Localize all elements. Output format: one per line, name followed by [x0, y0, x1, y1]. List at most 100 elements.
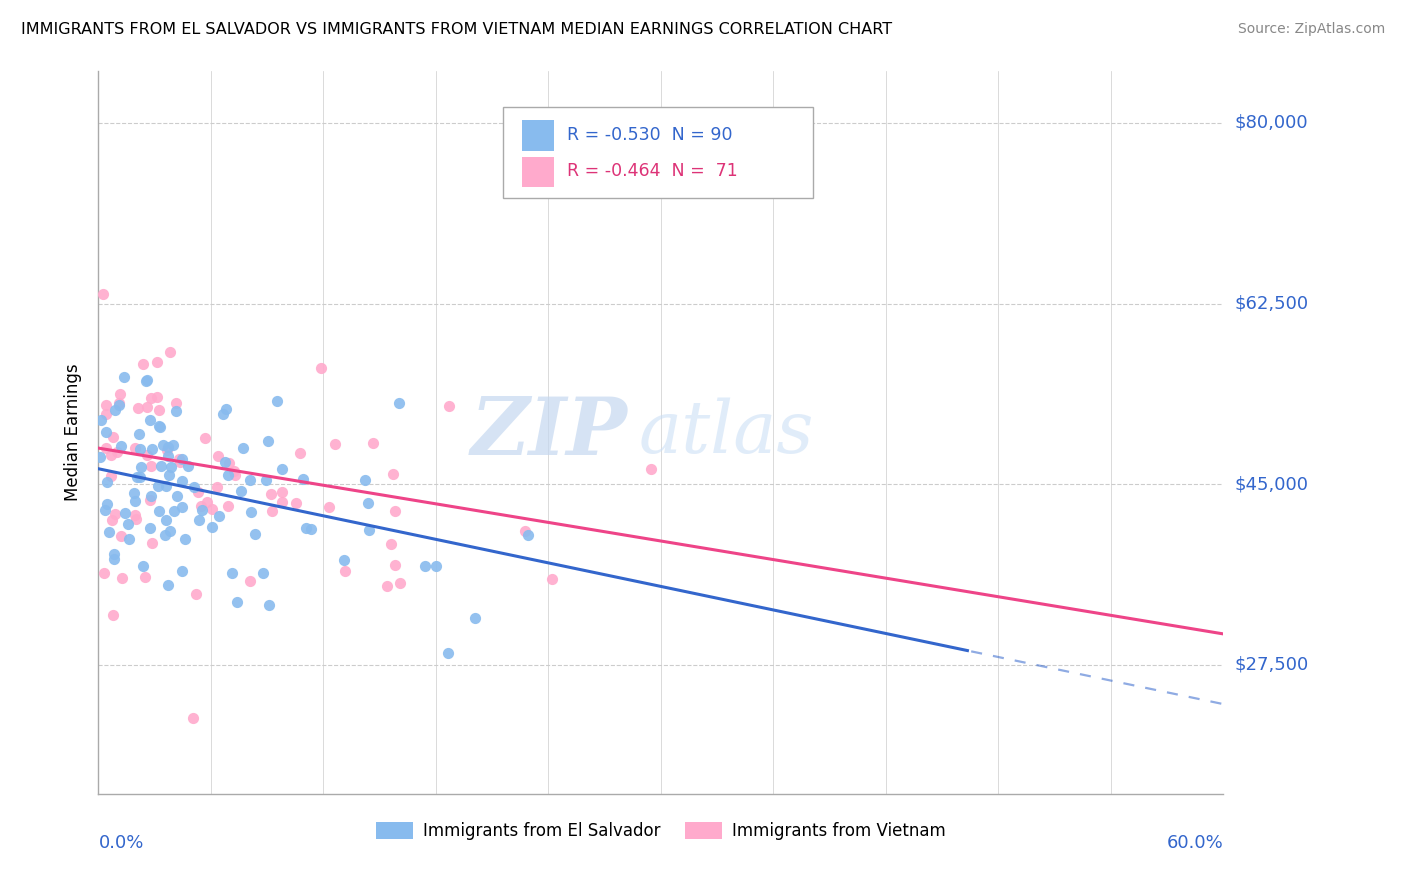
Point [104, 403, 127, 417]
Point [389, 576, 412, 591]
FancyBboxPatch shape [503, 108, 813, 198]
Point [174, 533, 197, 547]
Point [166, 489, 188, 503]
Point [134, 570, 156, 584]
Point [131, 559, 153, 574]
Point [218, 499, 240, 513]
Point [384, 504, 406, 518]
Point [108, 396, 131, 410]
Point [124, 508, 146, 523]
Point [231, 484, 253, 499]
Point [94, 442, 117, 456]
Point [388, 396, 411, 410]
Point [354, 473, 377, 487]
Point [165, 396, 187, 410]
Point [294, 521, 316, 535]
Point [101, 430, 124, 444]
Point [284, 496, 307, 510]
Point [98, 525, 121, 540]
Point [129, 469, 152, 483]
Point [292, 472, 315, 486]
Point [139, 392, 162, 406]
Point [437, 399, 460, 413]
Point [413, 559, 436, 574]
Text: $80,000: $80,000 [1234, 114, 1308, 132]
Point [148, 478, 170, 492]
Point [111, 571, 134, 585]
Point [188, 513, 211, 527]
Point [211, 407, 233, 421]
Point [141, 442, 163, 456]
Point [155, 528, 177, 542]
FancyBboxPatch shape [523, 120, 554, 151]
Point [89, 450, 111, 465]
Point [190, 502, 212, 516]
Point [152, 438, 174, 452]
Point [96, 407, 118, 421]
Point [271, 485, 294, 500]
Text: 0.0%: 0.0% [98, 834, 143, 852]
Point [215, 401, 238, 416]
Point [260, 504, 283, 518]
Point [90, 413, 112, 427]
Point [239, 473, 262, 487]
Text: ZIP: ZIP [470, 394, 627, 471]
Point [148, 418, 170, 433]
Point [162, 438, 184, 452]
Point [148, 504, 170, 518]
Point [333, 552, 356, 566]
Point [222, 464, 245, 478]
Point [357, 496, 380, 510]
Point [139, 492, 162, 507]
Point [200, 520, 222, 534]
Point [157, 467, 180, 482]
Point [177, 459, 200, 474]
Point [136, 373, 159, 387]
Point [93, 566, 115, 581]
Point [129, 460, 152, 475]
Point [170, 500, 193, 514]
Point [159, 524, 181, 538]
Text: atlas: atlas [638, 397, 814, 468]
Point [167, 452, 190, 467]
Point [260, 487, 283, 501]
Point [91, 287, 114, 301]
Point [94, 425, 117, 439]
Point [101, 607, 124, 622]
Point [290, 446, 312, 460]
Point [299, 522, 322, 536]
Point [117, 516, 139, 531]
Point [214, 455, 236, 469]
Point [184, 587, 207, 601]
Point [640, 461, 662, 475]
Point [129, 442, 152, 457]
Point [464, 611, 486, 625]
Point [239, 505, 262, 519]
Point [146, 391, 169, 405]
Point [163, 503, 186, 517]
Point [139, 489, 162, 503]
Point [108, 387, 131, 401]
Point [208, 509, 231, 524]
Point [101, 513, 124, 527]
Point [122, 486, 145, 500]
Point [239, 574, 262, 589]
Legend: Immigrants from El Salvador, Immigrants from Vietnam: Immigrants from El Salvador, Immigrants … [370, 815, 952, 847]
Point [100, 448, 122, 462]
Point [218, 456, 240, 470]
Point [96, 475, 118, 489]
Point [361, 435, 384, 450]
Point [232, 441, 254, 455]
Text: $45,000: $45,000 [1234, 475, 1309, 493]
Text: $62,500: $62,500 [1234, 294, 1309, 312]
Point [170, 451, 193, 466]
Point [110, 529, 132, 543]
Point [437, 646, 460, 660]
Point [132, 357, 155, 371]
Point [170, 474, 193, 488]
Point [107, 398, 129, 412]
Point [256, 434, 278, 448]
Point [155, 479, 177, 493]
Point [169, 455, 191, 469]
Point [128, 427, 150, 442]
